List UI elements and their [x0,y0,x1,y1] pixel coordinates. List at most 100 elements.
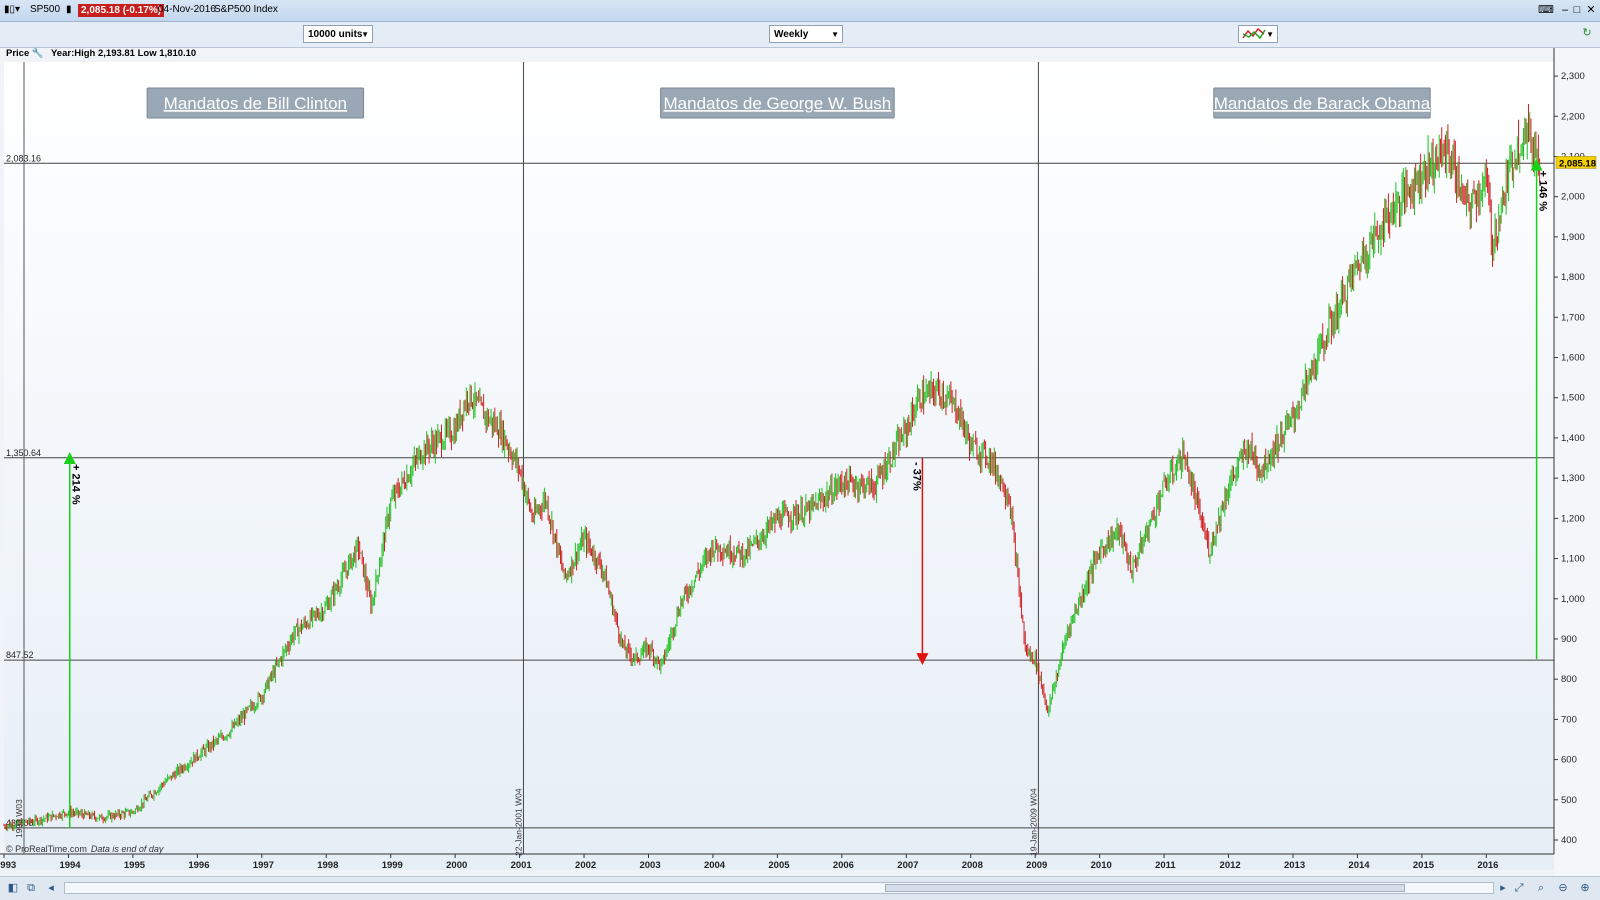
data-note-text: Data is end of day [91,844,164,854]
y-tick-label: 800 [1561,674,1577,685]
y-tick-label: 1,400 [1561,433,1585,444]
instrument-label: S&P500 Index [214,4,278,15]
x-tick-label: 2012 [1220,860,1241,871]
copyright-text: © ProRealTime.com [6,844,87,854]
y-tick-label: 1,200 [1561,513,1585,524]
zoom-search-icon[interactable]: ⌕ [1537,882,1545,894]
x-tick-label: 1993 [0,860,16,871]
current-price-label: 2,085.18 [1559,158,1596,169]
price-label-text: Price [6,48,30,59]
y-axis-panel [1554,48,1600,876]
x-tick-label: 1994 [59,860,81,871]
zoom-in-icon[interactable]: ⊕ [1580,882,1590,894]
x-tick-label: 2016 [1477,860,1498,871]
x-tick-label: 2003 [639,860,660,871]
current-price-badge [1555,156,1597,169]
time-scrollbar[interactable] [64,882,1494,894]
x-tick-label: 2010 [1091,860,1112,871]
change-label: - 37% [910,462,922,491]
x-tick-label: 2006 [833,860,854,871]
y-tick-label: 1,700 [1561,312,1585,323]
indicators-icon [1242,27,1266,40]
scroll-right-icon[interactable]: ▸ [1500,882,1506,894]
price-chart[interactable]: 2,083.161,350.64847.52430.08 22-Jan-2001… [0,48,1600,876]
date-marker-label: 22-Jan-2001 W04 [513,788,523,856]
x-tick-label: 1995 [124,860,146,871]
window-titlebar: ▮▯▾ SP500 ▮ 2,085.18 (-0.17%) 04-Nov-201… [0,0,1600,22]
y-tick-label: 1,600 [1561,353,1585,364]
price-change-badge: 2,085.18 (-0.17%) [78,4,165,17]
wrench-icon[interactable]: 🔧 [31,48,44,59]
chevron-down-icon: ▼ [831,30,839,39]
bottom-bar: ◧ ⧉ ◂ ▸ ⤢ ⌕ ⊖ ⊕ [0,876,1600,900]
y-tick-label: 500 [1561,795,1577,806]
minimize-icon[interactable]: – [1561,4,1569,16]
period-label-box [1213,87,1431,119]
zoom-out-icon[interactable]: ⊖ [1558,882,1568,894]
scroll-left-icon[interactable]: ◂ [48,882,54,894]
x-tick-label: 1999 [382,860,403,871]
chart-type-icon[interactable]: ◧ [7,882,19,894]
y-tick-label: 1,900 [1561,232,1585,243]
period-label: Mandatos de George W. Bush [664,94,892,113]
maximize-icon[interactable]: □ [1573,4,1581,16]
x-tick-label: 1997 [253,860,274,871]
units-select-value: 10000 units [308,29,363,40]
x-tick-label: 2002 [575,860,596,871]
x-tick-label: 2014 [1348,860,1370,871]
y-tick-label: 400 [1561,835,1577,846]
y-tick-label: 700 [1561,714,1577,725]
y-tick-label: 900 [1561,634,1577,645]
x-tick-label: 2015 [1413,860,1435,871]
change-label: + 214 % [70,464,82,505]
y-tick-label: 2,300 [1561,71,1585,82]
y-tick-label: 1,100 [1561,554,1585,565]
chart-window-icon[interactable]: ▮▯▾ [4,4,21,15]
plot-background [4,62,1554,870]
chart-toolbar: 10000 units ▼ Weekly ▼ ▼ ↻ [0,22,1600,48]
x-tick-label: 2009 [1026,860,1047,871]
level-label: 847.52 [6,650,34,660]
y-tick-label: 600 [1561,755,1577,766]
zoom-fit-icon[interactable]: ⤢ [1514,882,1524,894]
y-tick-label: 1,800 [1561,272,1585,283]
y-tick-label: 1,300 [1561,473,1585,484]
x-tick-label: 2013 [1284,860,1305,871]
x-tick-label: 2005 [768,860,790,871]
chevron-down-icon: ▼ [1266,30,1274,39]
x-tick-label: 2011 [1155,860,1176,871]
close-icon[interactable]: ✕ [1586,4,1596,16]
change-label: + 146 % [1537,171,1549,212]
copyright-label: © ProRealTime.com Data is end of day [6,844,164,854]
compare-icon[interactable]: ⧉ [27,882,35,894]
info-icon[interactable]: ▮ [66,4,72,15]
period-select-value: Weekly [774,29,809,40]
date-marker-label: 19-Jan-2009 W04 [1028,788,1038,856]
units-select[interactable]: 10000 units ▼ [303,25,373,43]
keyboard-icon[interactable]: ⌨ [1538,4,1554,16]
x-tick-label: 1998 [317,860,338,871]
y-tick-label: 2,000 [1561,192,1585,203]
left-marker-label: 1993 W03 [14,799,24,838]
x-tick-label: 2001 [511,860,533,871]
x-tick-label: 2008 [962,860,983,871]
symbol-label: SP500 [30,4,61,15]
y-tick-label: 1,500 [1561,393,1585,404]
price-label[interactable]: Price 🔧 [6,48,44,62]
period-label: Mandatos de Bill Clinton [164,94,347,113]
period-label: Mandatos de Barack Obama [1214,94,1431,113]
y-tick-label: 2,200 [1561,111,1585,122]
x-tick-label: 2007 [897,860,918,871]
scrollbar-thumb[interactable] [885,884,1405,892]
x-tick-label: 1996 [188,860,209,871]
refresh-icon[interactable]: ↻ [1582,27,1592,39]
y-tick-label: 1,000 [1561,594,1585,605]
chevron-down-icon: ▼ [361,30,369,39]
x-tick-label: 2004 [704,860,726,871]
date-label: 04-Nov-2016 [158,4,216,15]
x-tick-label: 2000 [446,860,467,871]
period-select[interactable]: Weekly ▼ [769,25,843,43]
year-range-label: Year:High 2,193.81 Low 1,810.10 [51,48,197,59]
indicators-button[interactable]: ▼ [1238,25,1278,43]
period-label-box [146,87,365,119]
